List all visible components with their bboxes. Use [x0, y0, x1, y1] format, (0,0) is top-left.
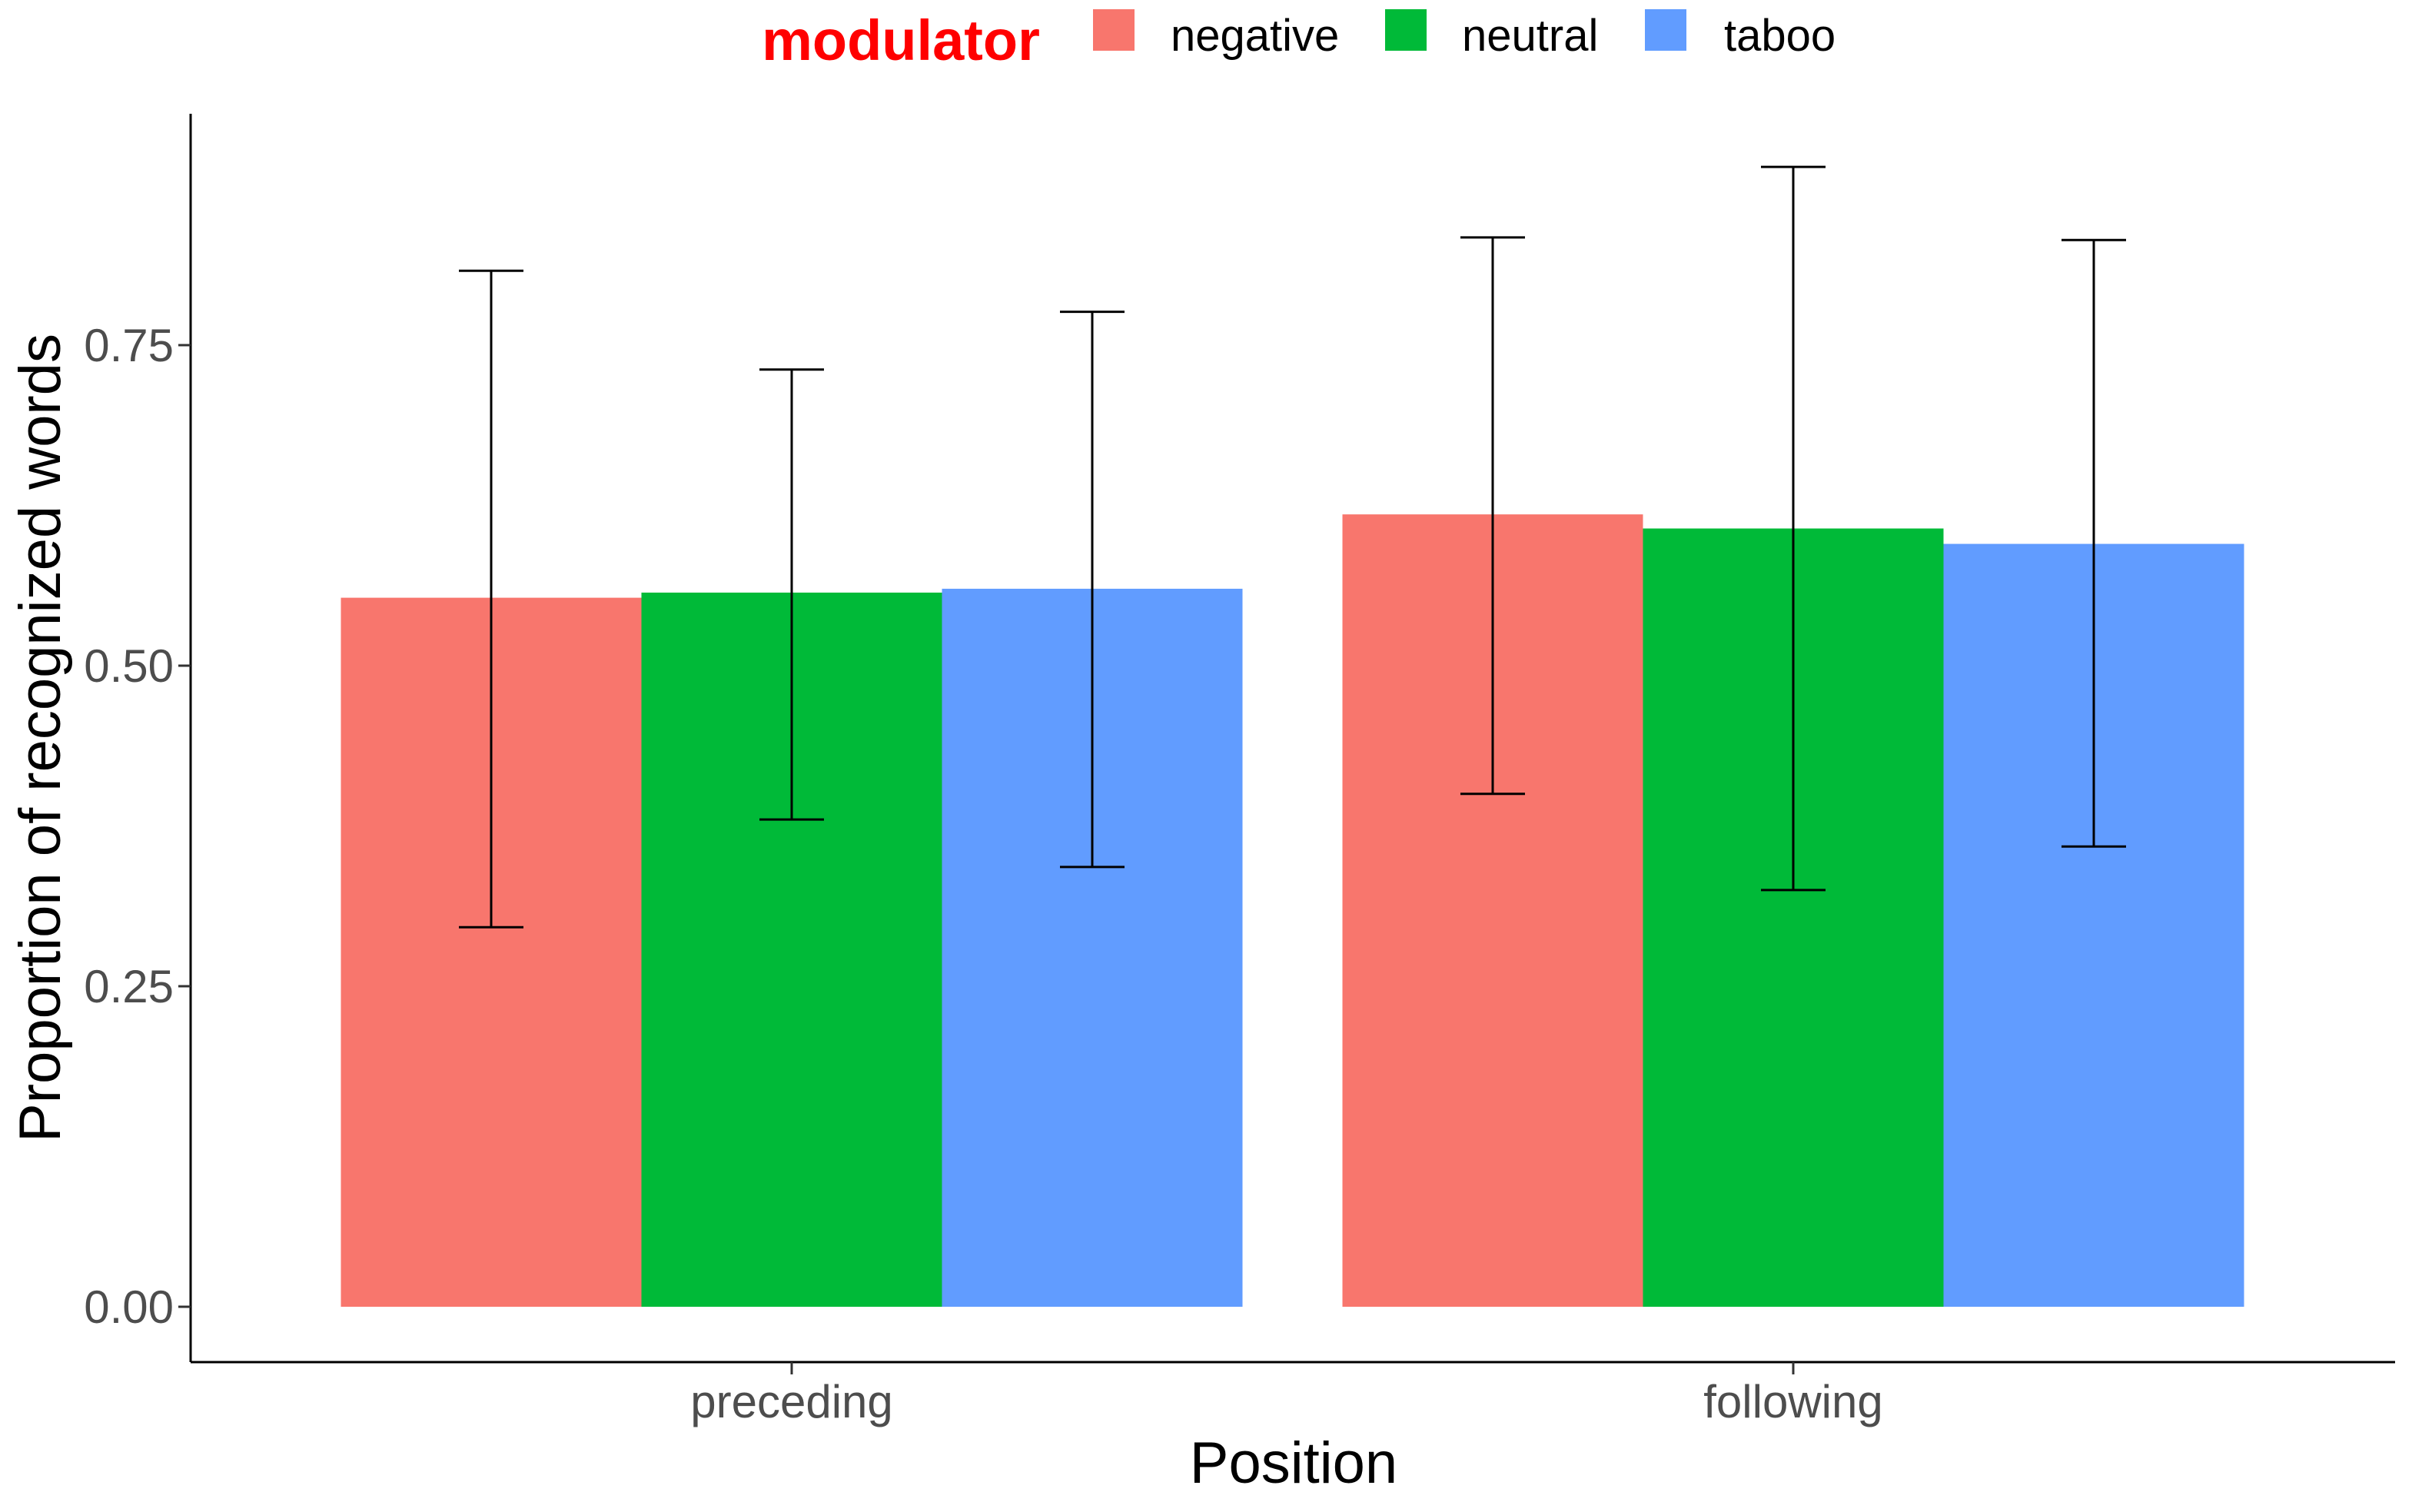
bars — [341, 514, 2244, 1307]
legend-title: modulator — [762, 8, 1040, 72]
x-tick-label: following — [1703, 1376, 1882, 1427]
legend-label-negative: negative — [1171, 11, 1339, 61]
x-tick-label: preceding — [690, 1376, 893, 1427]
legend-label-neutral: neutral — [1462, 11, 1598, 61]
legend-label-taboo: taboo — [1724, 11, 1836, 61]
axes — [189, 114, 2395, 1364]
y-tick-label: 0.50 — [84, 640, 174, 692]
y-tick-label: 0.00 — [84, 1281, 174, 1333]
y-tick-label: 0.25 — [84, 961, 174, 1012]
y-axis-ticks: 0.00 0.25 0.50 0.75 — [84, 320, 191, 1333]
y-axis-title: Proportion of recognized words — [8, 334, 73, 1142]
legend-key-negative — [1093, 9, 1135, 51]
legend: modulator negative neutral taboo — [762, 8, 1836, 72]
legend-key-taboo — [1645, 9, 1686, 51]
x-axis-ticks: preceding following — [690, 1362, 1883, 1427]
x-axis-title: Position — [1190, 1431, 1397, 1496]
error-bars — [459, 165, 2126, 929]
legend-key-neutral — [1385, 9, 1427, 51]
y-tick-label: 0.75 — [84, 320, 174, 371]
